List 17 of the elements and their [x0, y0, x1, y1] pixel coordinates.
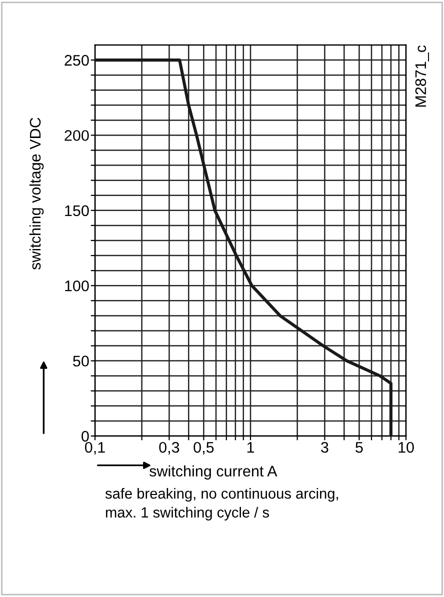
y-tick-label: 100	[65, 280, 89, 292]
text: M2871_c	[415, 45, 429, 107]
x-tick-label: 1	[247, 442, 254, 453]
x-tick-label: 3	[321, 442, 328, 453]
x-tick-label: 10	[398, 442, 414, 453]
y-tick-label: 50	[73, 356, 89, 366]
y-tick-label: 0	[82, 430, 89, 442]
x-tick-label: 0,5	[194, 442, 214, 455]
x-tick-label: 0,3	[159, 442, 180, 455]
x-axis-title: switching current A	[149, 465, 278, 480]
x-tick-label: 5	[356, 442, 363, 453]
text: safe breaking, no continuous arcing, max. 1 switching cycle / s	[105, 488, 338, 520]
y-axis-title: switching voltage VDC	[29, 118, 44, 270]
x-tick-label: 0,1	[84, 442, 105, 455]
y-tick-label: 250	[64, 54, 89, 66]
y-tick-label: 150	[65, 205, 89, 216]
y-tick-label: 200	[64, 130, 89, 141]
